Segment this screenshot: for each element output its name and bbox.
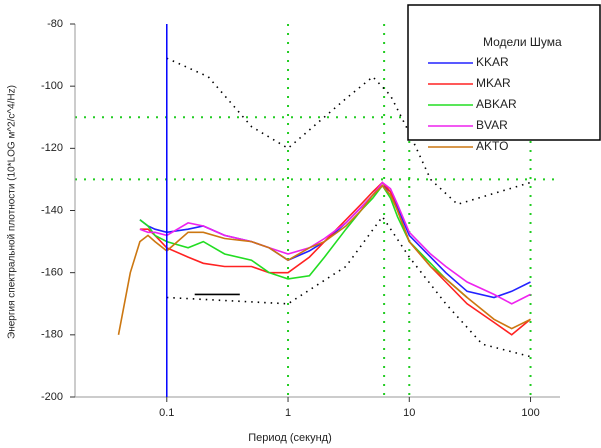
series-line <box>139 184 531 299</box>
x-tick-label: 0.1 <box>159 407 174 419</box>
legend-box <box>407 4 601 141</box>
series-line <box>139 184 468 299</box>
x-tick-label: 1 <box>285 407 291 419</box>
x-tick-label: 100 <box>521 407 539 419</box>
y-tick-label: -200 <box>41 391 63 403</box>
y-tick-label: -100 <box>41 80 63 92</box>
series-line <box>139 181 532 336</box>
x-axis-label: Период (секунд) <box>248 432 332 444</box>
y-tick-label: -140 <box>41 204 63 216</box>
series-line <box>117 184 531 335</box>
y-tick-label: -80 <box>47 18 63 30</box>
y-tick-label: -120 <box>41 142 63 154</box>
x-tick-label: 10 <box>403 407 415 419</box>
y-tick-label: -160 <box>41 267 63 279</box>
y-tick-label: -180 <box>41 329 63 341</box>
legend-title: Модели Шума <box>483 35 562 49</box>
legend-label: MKAR <box>476 76 511 90</box>
legend-label: ABKAR <box>476 97 517 111</box>
legend-label: AKTO <box>476 139 508 153</box>
series-line <box>139 181 531 305</box>
legend-label: KKAR <box>476 55 509 69</box>
y-axis-label: Энергия спектральной плотности (10*LOG м… <box>7 85 18 339</box>
legend-label: BVAR <box>476 118 508 132</box>
